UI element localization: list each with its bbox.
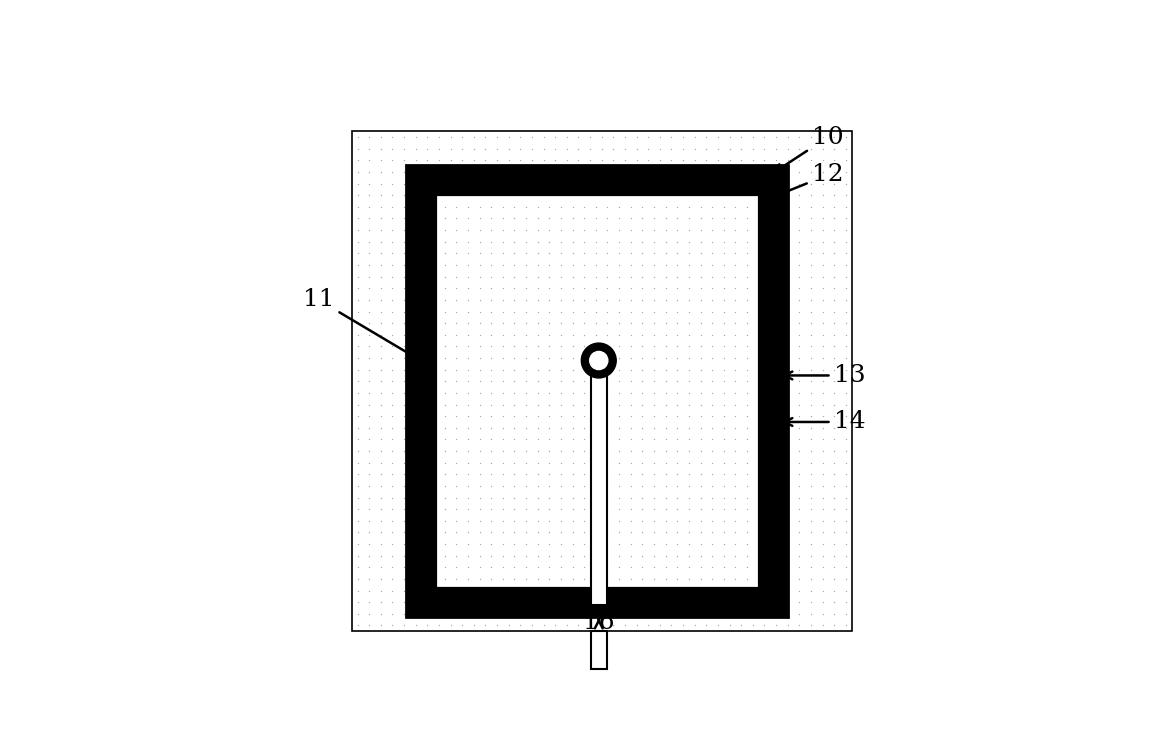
Bar — [439, 198, 756, 584]
Bar — [419, 178, 776, 605]
Bar — [426, 186, 769, 597]
Text: 12: 12 — [776, 163, 844, 197]
Bar — [352, 131, 851, 631]
Text: 14: 14 — [784, 411, 866, 433]
Text: 11: 11 — [303, 288, 431, 367]
Circle shape — [581, 343, 616, 378]
Bar — [426, 186, 769, 597]
Bar — [591, 361, 607, 605]
Text: 15: 15 — [628, 508, 715, 620]
Bar — [591, 631, 607, 669]
Text: 13: 13 — [784, 364, 866, 387]
Circle shape — [589, 351, 608, 370]
Text: 16: 16 — [583, 611, 614, 634]
Bar — [419, 178, 776, 605]
Bar — [352, 131, 851, 631]
Text: 10: 10 — [775, 125, 844, 172]
